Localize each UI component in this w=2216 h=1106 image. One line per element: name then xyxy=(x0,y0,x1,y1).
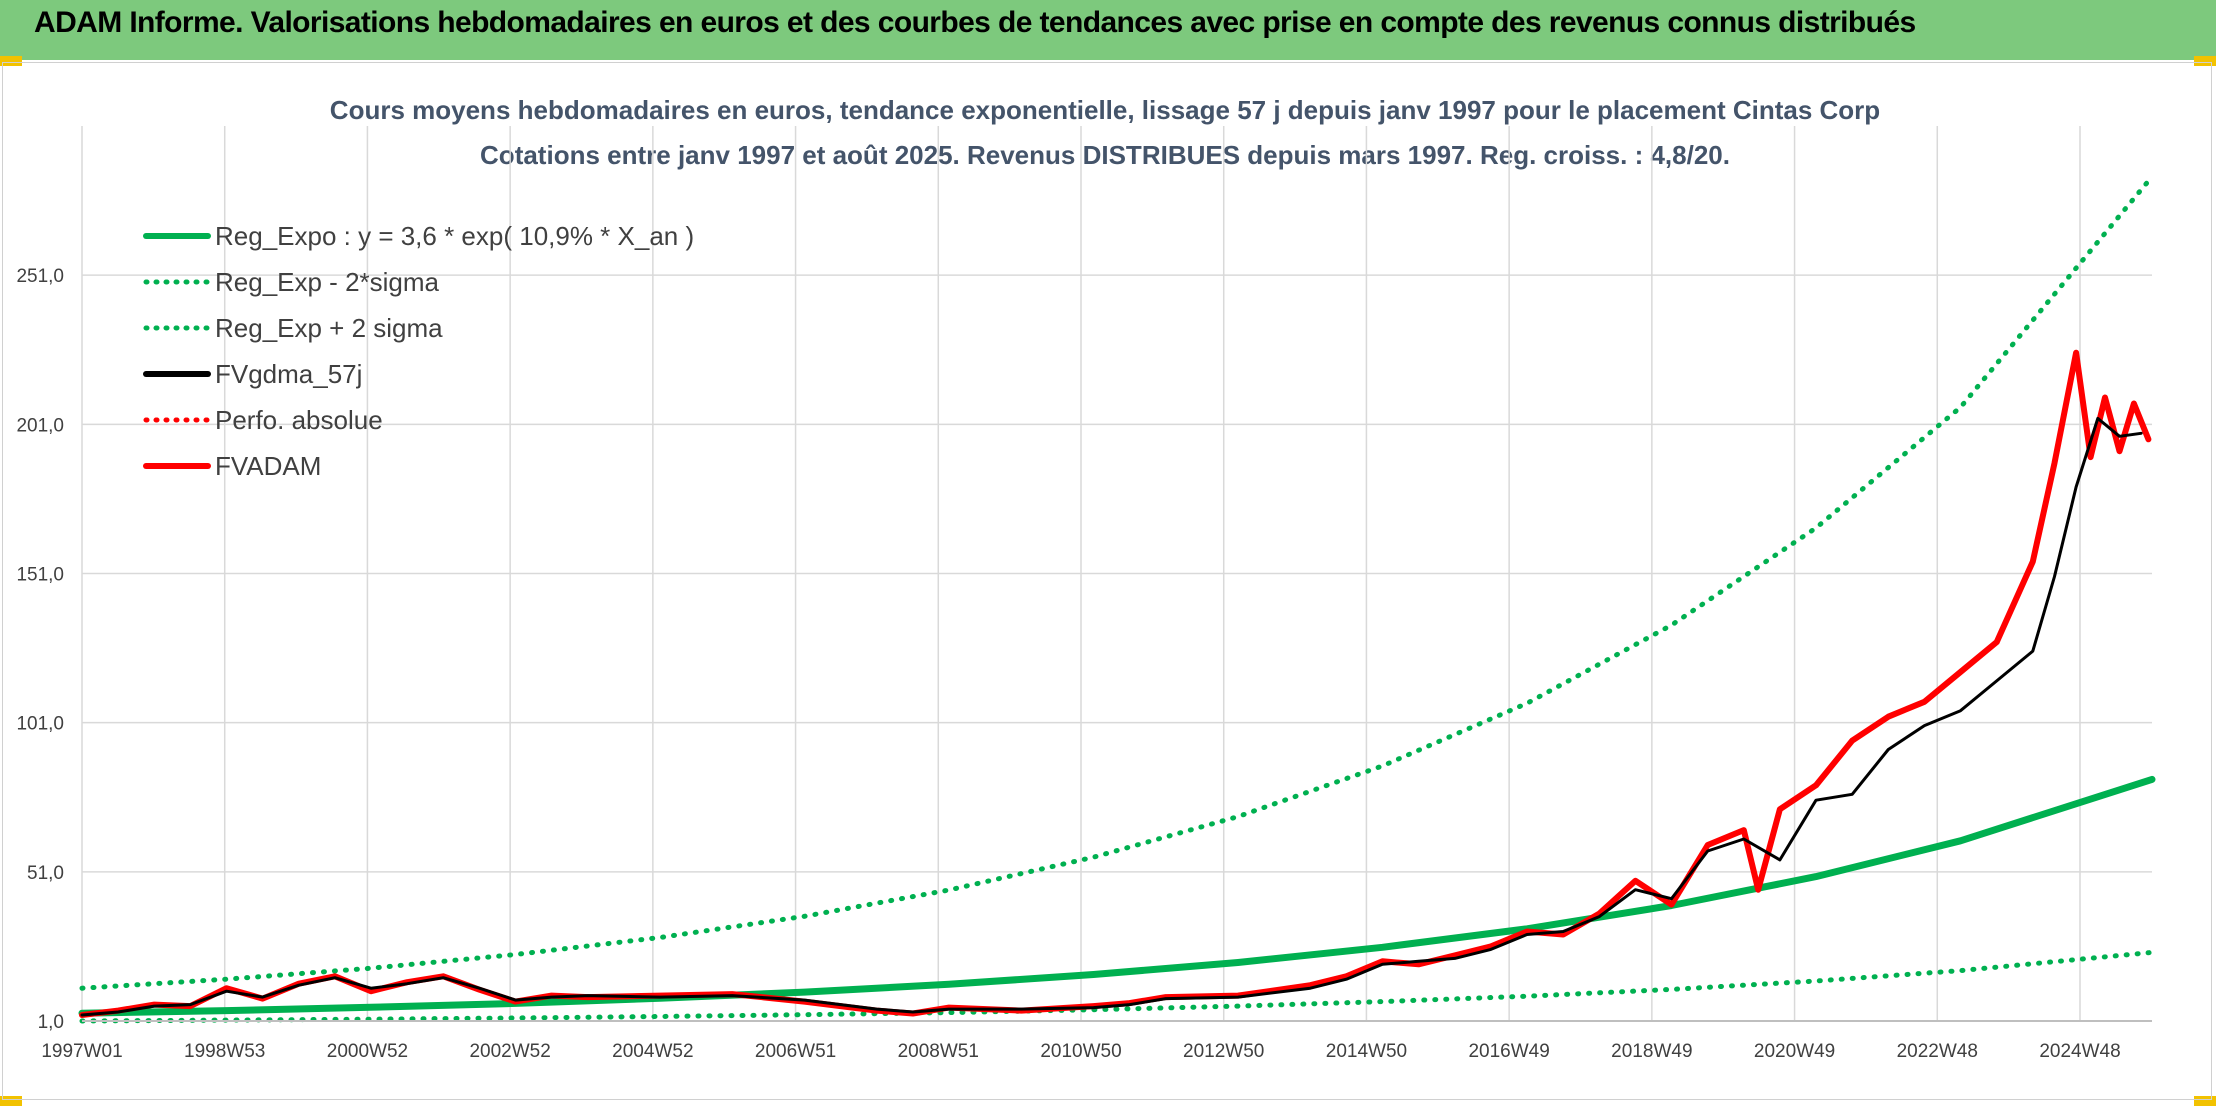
series-line-reg-expo-y-3-6-exp-10-9-x-an- xyxy=(78,775,2156,1017)
x-tick-label: 2008W51 xyxy=(898,1041,979,1062)
header-banner: ADAM Informe. Valorisations hebdomadaire… xyxy=(0,0,2216,60)
x-tick-label: 2002W52 xyxy=(469,1041,550,1062)
corner-marker-bottom-right xyxy=(2194,1096,2216,1106)
x-tick-label: 1998W53 xyxy=(184,1041,265,1062)
x-tick-label: 2012W50 xyxy=(1183,1041,1264,1062)
chart-frame xyxy=(2,62,2212,1100)
legend-label: Reg_Exp - 2*sigma xyxy=(215,267,440,297)
legend-label: Reg_Expo : y = 3,6 * exp( 10,9% * X_an ) xyxy=(215,221,694,251)
corner-marker-top-right xyxy=(2194,56,2216,66)
chart-subtitle: Cotations entre janv 1997 et août 2025. … xyxy=(480,140,1730,170)
x-tick-label: 2024W48 xyxy=(2039,1041,2120,1062)
x-tick-label: 1997W01 xyxy=(41,1041,122,1062)
chart-title: Cours moyens hebdomadaires en euros, ten… xyxy=(330,95,1880,125)
y-tick-label: 251,0 xyxy=(16,266,64,287)
y-tick-label: 101,0 xyxy=(16,714,64,735)
series-line-fvadam xyxy=(79,349,2152,1018)
series-line-reg-exp-2-sigma xyxy=(79,174,2155,991)
series-line-reg-exp-2-sigma xyxy=(79,949,2155,1024)
x-tick-label: 2016W49 xyxy=(1468,1041,1549,1062)
y-tick-label: 201,0 xyxy=(16,415,64,436)
banner-title: ADAM Informe. Valorisations hebdomadaire… xyxy=(34,6,1916,39)
x-tick-label: 2000W52 xyxy=(327,1041,408,1062)
x-tick-label: 2004W52 xyxy=(612,1041,693,1062)
y-tick-label: 51,0 xyxy=(27,863,64,884)
y-tick-label: 1,0 xyxy=(38,1012,64,1033)
corner-marker-top-left xyxy=(0,56,22,66)
x-tick-label: 2018W49 xyxy=(1611,1041,1692,1062)
x-tick-label: 2010W50 xyxy=(1040,1041,1121,1062)
legend: Reg_Expo : y = 3,6 * exp( 10,9% * X_an )… xyxy=(143,221,694,481)
legend-label: Reg_Exp + 2 sigma xyxy=(215,313,443,343)
grid xyxy=(81,126,2152,1022)
x-tick-label: 2020W49 xyxy=(1754,1041,1835,1062)
legend-label: FVgdma_57j xyxy=(215,359,362,389)
x-tick-label: 2006W51 xyxy=(755,1041,836,1062)
legend-label: FVADAM xyxy=(215,451,321,481)
legend-label: Perfo. absolue xyxy=(215,405,383,435)
corner-marker-bottom-left xyxy=(0,1096,22,1106)
axes: 1,0 51,0 101,0 151,0 201,0 251,0 1997W01 1998W5… xyxy=(16,266,2152,1062)
series-line-fvgdma-57j xyxy=(80,416,2143,1017)
series-layer xyxy=(78,174,2156,1024)
x-tick-label: 2022W48 xyxy=(1897,1041,1978,1062)
y-tick-label: 151,0 xyxy=(16,565,64,586)
x-tick-label: 2014W50 xyxy=(1326,1041,1407,1062)
